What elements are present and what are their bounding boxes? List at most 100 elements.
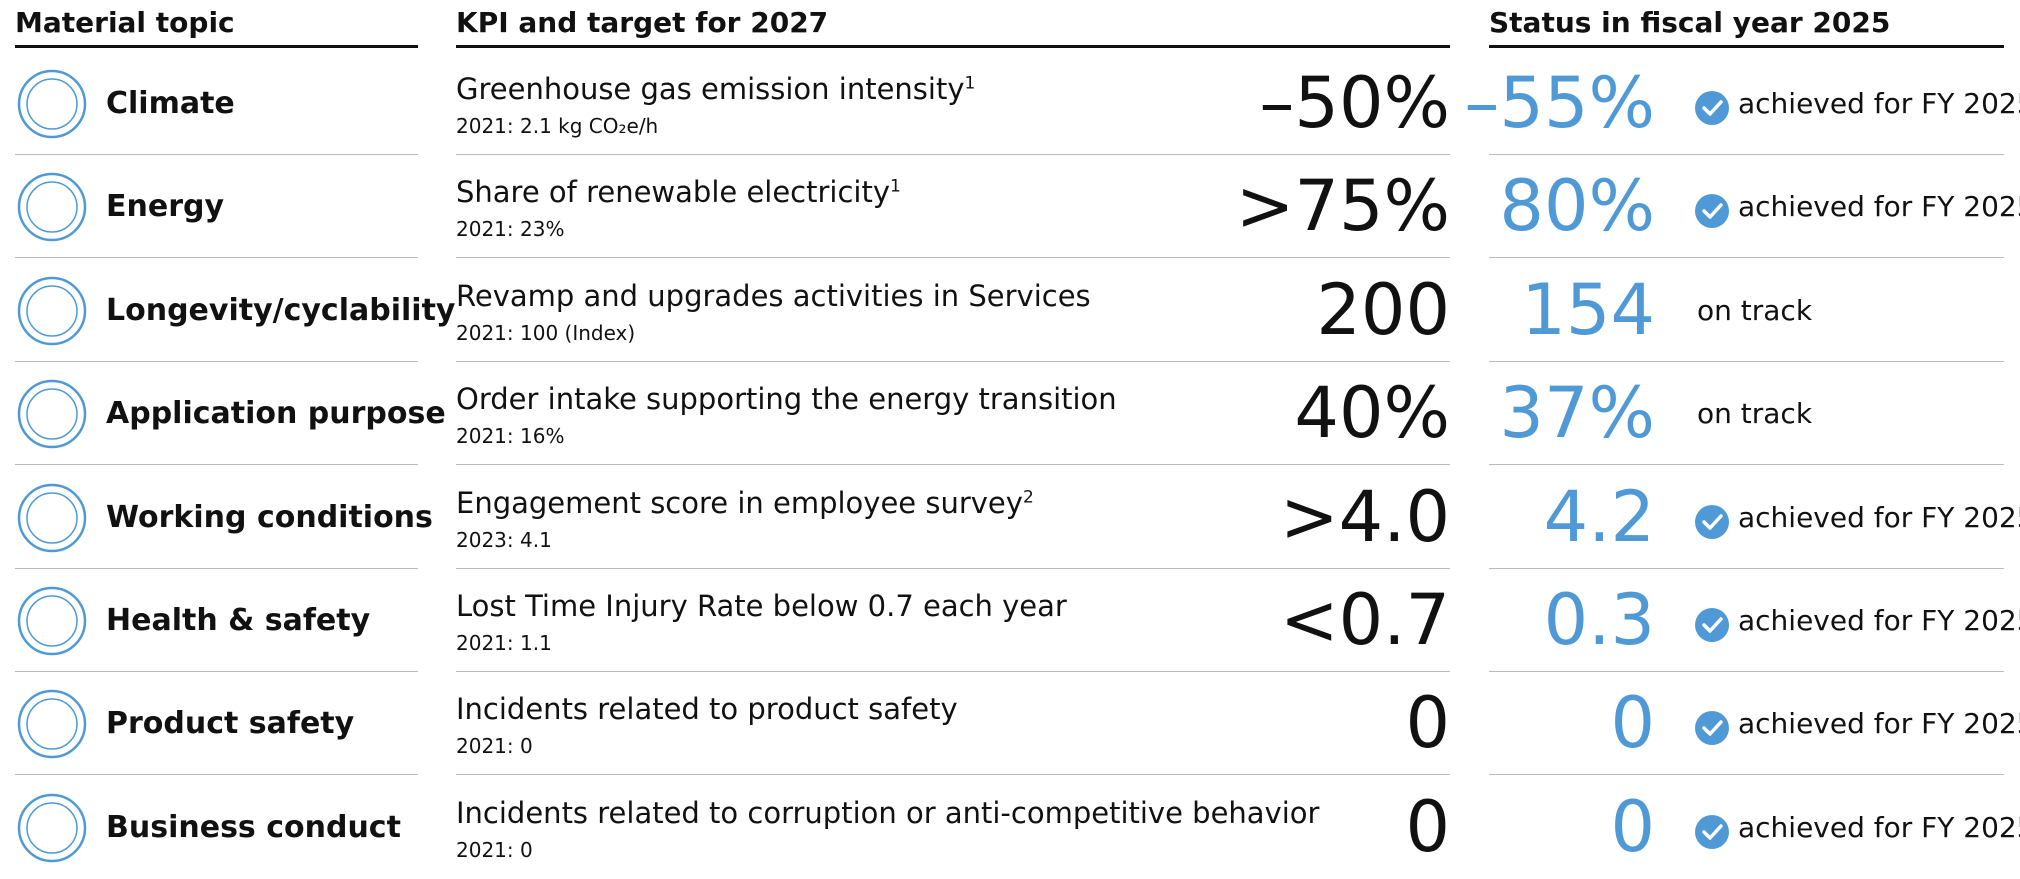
- status-text: achieved for FY 2025: [1738, 87, 2020, 120]
- topic-label: Product safety: [106, 706, 355, 742]
- row-divider: [456, 774, 1450, 776]
- kpi-text: Greenhouse gas emission intensity: [456, 72, 965, 106]
- kpi-text: Order intake supporting the energy trans…: [456, 382, 1117, 417]
- topic-icon: [17, 173, 87, 242]
- topic-icon: [17, 69, 87, 139]
- kpi-label: Incidents related to product safety: [456, 692, 958, 726]
- kpi-label: Order intake supporting the energy trans…: [456, 382, 1117, 416]
- target-value: >75%: [1235, 165, 1450, 248]
- target-value: >4.0: [1280, 475, 1450, 558]
- kpi-label: Share of renewable electricity1: [456, 175, 901, 209]
- status-value: 4.2: [1543, 475, 1655, 558]
- row-divider: [456, 464, 1450, 466]
- table-row: Health & safety Lost Time Injury Rate bel…: [0, 569, 2020, 672]
- baseline: 2023: 4.1: [456, 527, 552, 552]
- table-row: Business conduct Incidents related to cor…: [0, 776, 2020, 879]
- table-row: Product safety Incidents related to produ…: [0, 672, 2020, 776]
- topic-icon: [17, 690, 87, 759]
- check-icon: [1695, 608, 1729, 642]
- status-value: 37%: [1499, 372, 1655, 455]
- kpi-label: Lost Time Injury Rate below 0.7 each yea…: [456, 589, 1067, 623]
- footnote-mark: 2: [1022, 486, 1034, 507]
- row-divider: [1489, 464, 2004, 466]
- baseline: 2021: 100 (Index): [456, 320, 636, 345]
- topic-label: Climate: [106, 86, 235, 121]
- target-value: 200: [1316, 268, 1450, 351]
- row-divider: [1489, 154, 2004, 155]
- topic-icon: [17, 276, 87, 346]
- topic-icon: [17, 586, 87, 656]
- status-text: achieved for FY 2025: [1738, 810, 2020, 844]
- status-text: achieved for FY 2025: [1738, 500, 2020, 534]
- row-divider: [15, 774, 418, 776]
- footnote-mark: 1: [890, 176, 901, 197]
- check-icon: [1695, 91, 1729, 125]
- status-value: 80%: [1499, 165, 1655, 248]
- footnote-mark: 1: [964, 73, 976, 94]
- topic-label: Business conduct: [106, 809, 401, 845]
- row-divider: [15, 257, 418, 259]
- baseline: 2021: 1.1: [456, 631, 552, 655]
- kpi-text: Incidents related to corruption or anti-…: [456, 795, 1320, 830]
- table-row: Climate Greenhouse gas emission intensity…: [0, 52, 2020, 155]
- status-text: achieved for FY 2025: [1738, 190, 2020, 224]
- row-divider: [15, 360, 418, 362]
- kpi-text: Revamp and upgrades activities in Servic…: [456, 278, 1091, 313]
- header-topic: Material topic: [15, 6, 418, 48]
- topic-icon: [17, 379, 87, 449]
- status-value: 0: [1610, 682, 1655, 765]
- baseline: 2021: 2.1 kg CO₂e/h: [456, 114, 659, 138]
- baseline: 2021: 0: [456, 837, 533, 862]
- kpi-text: Engagement score in employee survey: [456, 485, 1023, 520]
- topic-label: Working conditions: [106, 499, 433, 535]
- table-row: Energy Share of renewable electricity1 202…: [0, 155, 2020, 259]
- topic-label: Energy: [106, 189, 225, 225]
- topic-label: Health & safety: [106, 603, 371, 638]
- check-icon: [1695, 814, 1729, 849]
- status-value: 0: [1610, 785, 1655, 868]
- status-value: 0.3: [1543, 579, 1655, 661]
- target-value: –50%: [1259, 62, 1450, 144]
- baseline: 2021: 0: [456, 734, 533, 759]
- row-divider: [456, 257, 1450, 259]
- target-value: 40%: [1294, 372, 1450, 455]
- target-value: 0: [1405, 785, 1450, 868]
- row-divider: [15, 567, 418, 569]
- baseline: 2021: 16%: [456, 424, 565, 449]
- status-value: –55%: [1464, 62, 1655, 144]
- topic-icon: [17, 793, 87, 863]
- table-row: Application purpose Order intake supporti…: [0, 362, 2020, 466]
- row-divider: [1489, 360, 2004, 362]
- table-row: Working conditions Engagement score in em…: [0, 466, 2020, 569]
- topic-label: Application purpose: [106, 396, 446, 432]
- check-icon: [1695, 711, 1729, 746]
- row-divider: [456, 154, 1450, 155]
- table-row: Longevity/cyclability Revamp and upgrades…: [0, 259, 2020, 362]
- kpi-text: Lost Time Injury Rate below 0.7 each yea…: [456, 589, 1067, 623]
- header-status: Status in fiscal year 2025: [1489, 6, 2004, 48]
- row-divider: [1489, 671, 2004, 672]
- row-divider: [1489, 567, 2004, 569]
- check-icon: [1695, 194, 1729, 229]
- row-divider: [456, 567, 1450, 569]
- row-divider: [15, 464, 418, 466]
- target-value: <0.7: [1280, 579, 1450, 661]
- status-text: on track: [1697, 397, 1813, 431]
- row-divider: [1489, 257, 2004, 259]
- kpi-label: Incidents related to corruption or anti-…: [456, 796, 1319, 830]
- kpi-label: Engagement score in employee survey2: [456, 486, 1034, 520]
- status-text: on track: [1697, 293, 1813, 327]
- kpi-label: Greenhouse gas emission intensity1: [456, 72, 975, 106]
- kpi-label: Revamp and upgrades activities in Servic…: [456, 279, 1091, 313]
- topic-label: Longevity/cyclability: [106, 292, 456, 328]
- kpi-text: Incidents related to product safety: [456, 692, 958, 727]
- row-divider: [456, 671, 1450, 672]
- status-text: achieved for FY 2025: [1738, 604, 2020, 637]
- status-value: 154: [1521, 268, 1655, 351]
- check-icon: [1695, 504, 1729, 539]
- row-divider: [1489, 774, 2004, 776]
- row-divider: [15, 671, 418, 672]
- kpi-text: Share of renewable electricity: [456, 175, 891, 210]
- target-value: 0: [1405, 682, 1450, 765]
